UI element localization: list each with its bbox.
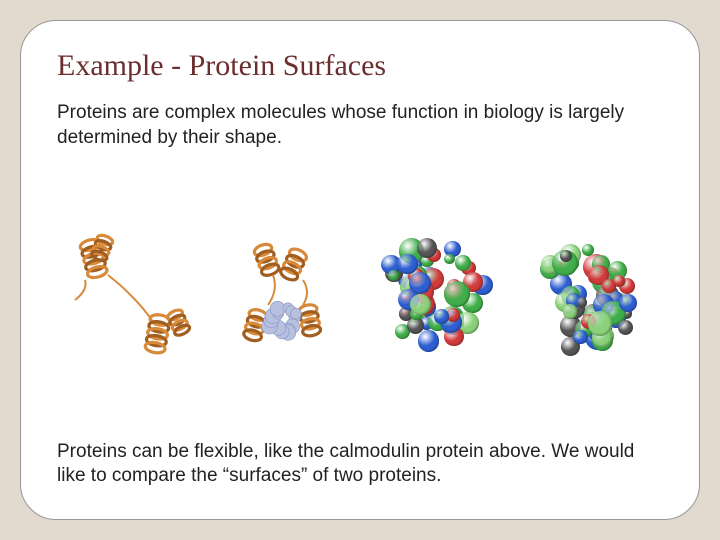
outro-paragraph: Proteins can be flexible, like the calmo…	[57, 440, 663, 489]
protein-surface-b	[520, 220, 660, 370]
protein-surface-a	[367, 220, 507, 370]
intro-paragraph: Proteins are complex molecules whose fun…	[57, 101, 663, 150]
protein-ribbon-extended	[60, 220, 200, 370]
protein-ribbon-bound	[213, 220, 353, 370]
slide-title: Example - Protein Surfaces	[57, 49, 663, 83]
slide-card: Example - Protein Surfaces Proteins are …	[20, 20, 700, 520]
protein-images-row	[57, 164, 663, 425]
